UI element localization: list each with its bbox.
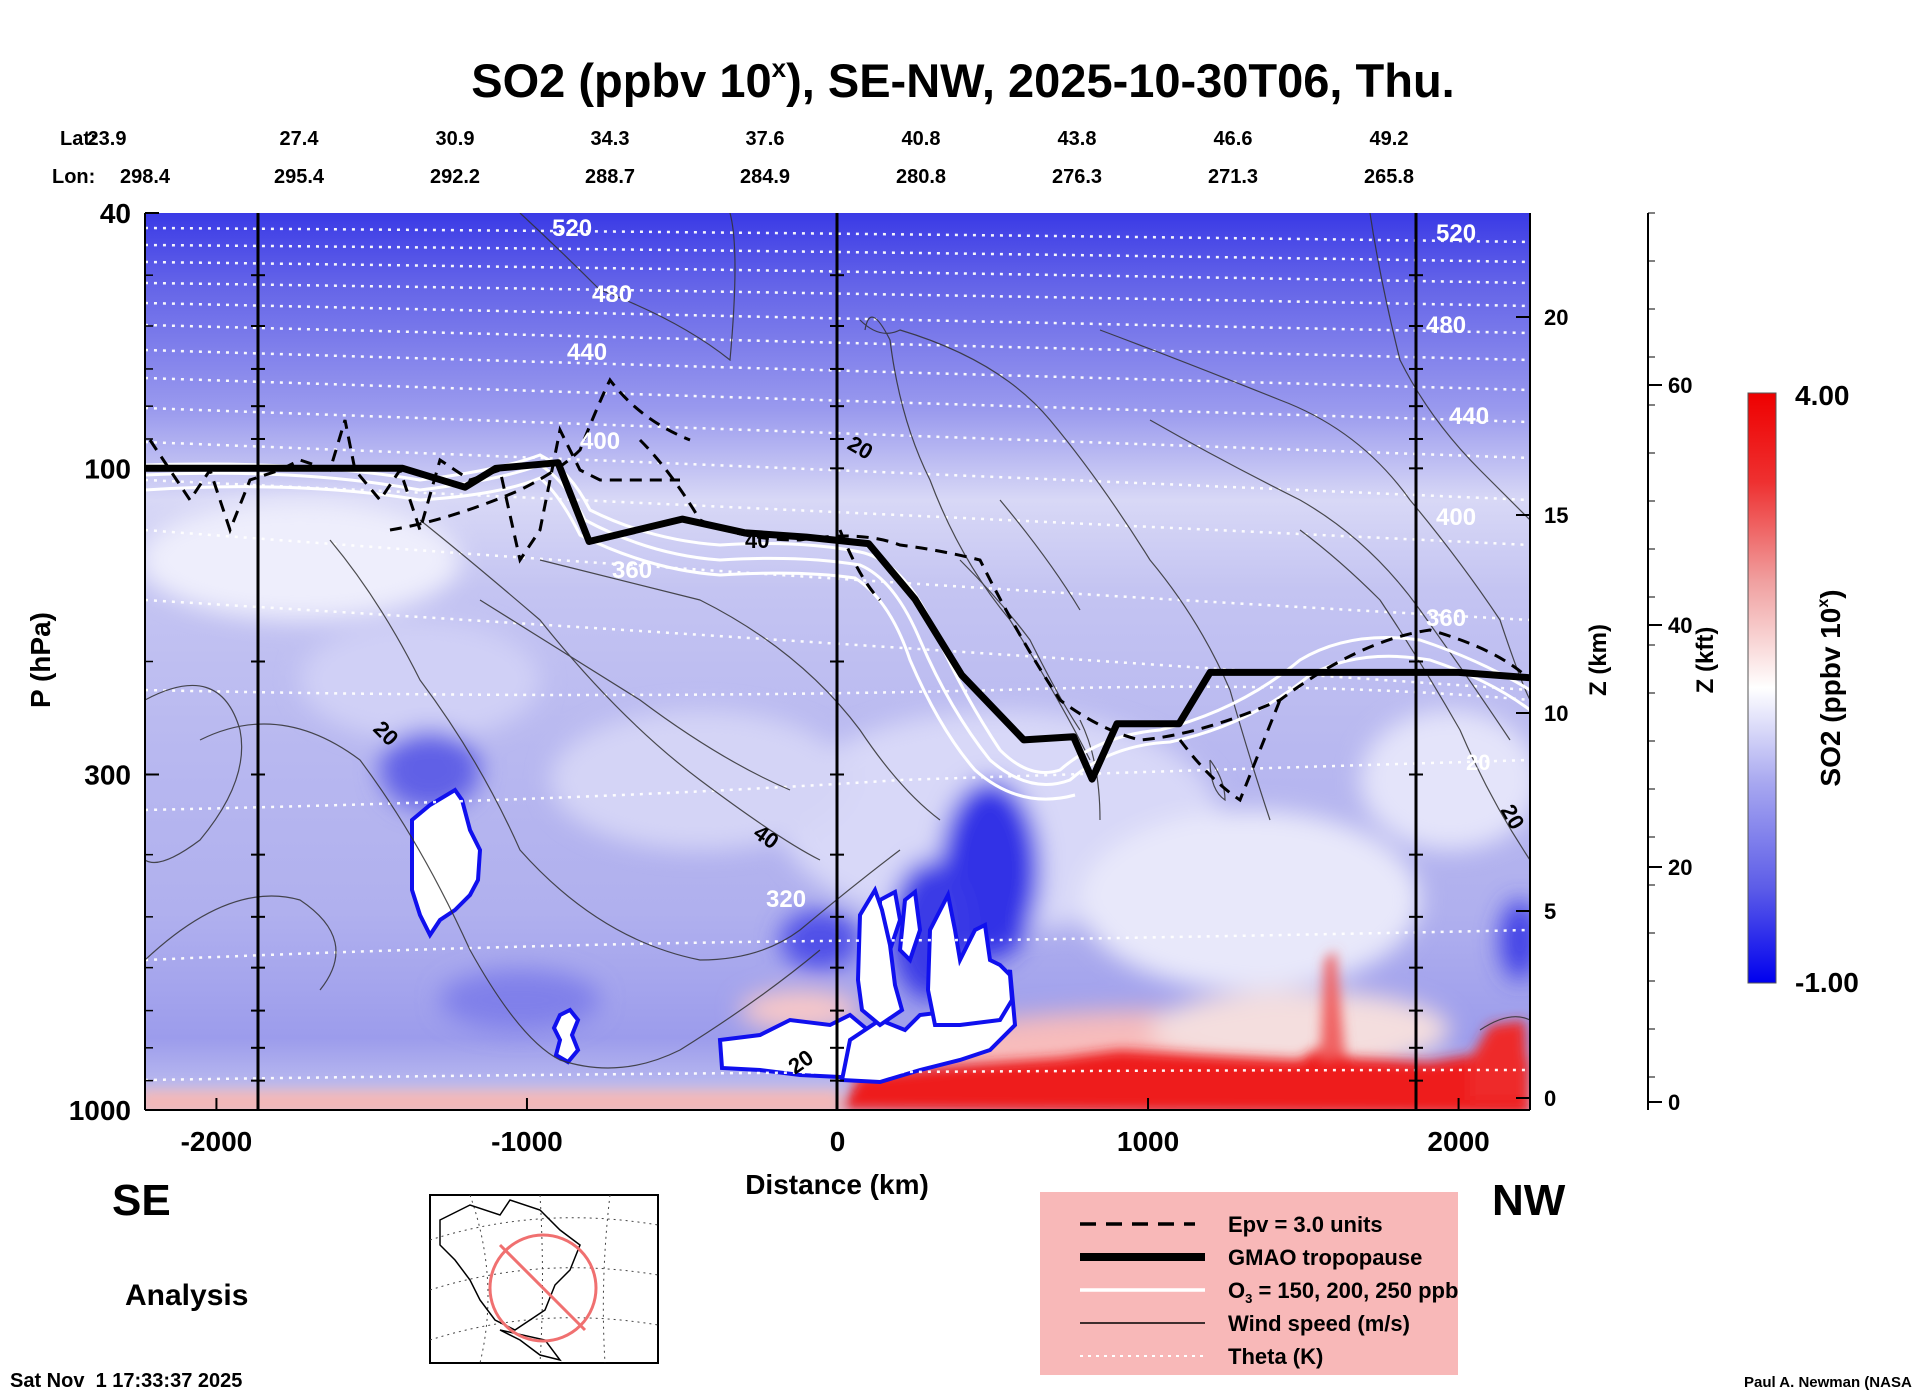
lat-value: 43.8 xyxy=(1058,128,1097,150)
y-axis: 40 100 300 1000 xyxy=(69,198,159,1126)
nw-label: NW xyxy=(1492,1176,1566,1225)
lat-value: 23.9 xyxy=(88,128,127,150)
lon-value: 271.3 xyxy=(1208,166,1258,188)
theta-label: 520 xyxy=(1436,220,1476,247)
z-km-tick-label: 10 xyxy=(1544,701,1568,726)
timestamp: Sat Nov 1 17:33:37 2025 xyxy=(10,1370,242,1392)
continent-outline xyxy=(439,1199,581,1362)
lon-value: 284.9 xyxy=(740,166,790,188)
colorbar-max: 4.00 xyxy=(1795,380,1850,411)
lat-value: 40.8 xyxy=(902,128,941,150)
inset-domain-circle xyxy=(488,1233,598,1343)
lat-value: 49.2 xyxy=(1370,128,1409,150)
lon-value: 298.4 xyxy=(120,166,171,188)
theta-label: 480 xyxy=(1426,312,1466,339)
z-kft-axis: 60 40 20 0 xyxy=(1647,212,1692,1115)
lon-value: 295.4 xyxy=(274,166,325,188)
legend-wind: Wind speed (m/s) xyxy=(1228,1311,1410,1336)
lon-label: Lon: xyxy=(52,166,95,188)
legend-epv: Epv = 3.0 units xyxy=(1228,1212,1383,1237)
legend: Epv = 3.0 units GMAO tropopause O3 = 150… xyxy=(1040,1192,1458,1375)
lat-value: 30.9 xyxy=(436,128,475,150)
inset-map xyxy=(429,1194,659,1364)
x-axis: -2000 -1000 0 1000 2000 xyxy=(181,1098,1490,1157)
legend-tropopause: GMAO tropopause xyxy=(1228,1245,1422,1270)
colorbar-label: SO2 (ppbv 10x) xyxy=(1815,589,1846,786)
lon-value: 292.2 xyxy=(430,166,480,188)
theta-label: 400 xyxy=(1436,504,1476,531)
lat-value: 34.3 xyxy=(591,128,630,150)
theta-label: 520 xyxy=(552,215,592,242)
y-tick-label: 1000 xyxy=(69,1095,131,1126)
theta-label: 360 xyxy=(1426,605,1466,632)
lat-value: 27.4 xyxy=(280,128,320,150)
z-kft-tick-label: 40 xyxy=(1668,613,1692,638)
theta-label: 440 xyxy=(1449,403,1489,430)
z-km-label: Z (km) xyxy=(1585,624,1612,696)
x-tick-label: 0 xyxy=(830,1126,846,1157)
analysis-label: Analysis xyxy=(125,1279,248,1312)
x-tick-label: 1000 xyxy=(1117,1126,1179,1157)
lat-lon-header: 23.9 27.4 30.9 34.3 37.6 40.8 43.8 46.6 49.2 298.… xyxy=(88,128,1415,188)
z-kft-tick-label: 20 xyxy=(1668,855,1692,880)
legend-theta: Theta (K) xyxy=(1228,1344,1323,1369)
tropopause-line xyxy=(145,459,1530,783)
theta-label: 480 xyxy=(592,281,632,308)
y-axis-label: P (hPa) xyxy=(25,612,56,708)
gmao-tropopause xyxy=(145,459,1530,783)
theta-label: 360 xyxy=(612,557,652,584)
x-tick-label: -2000 xyxy=(181,1126,253,1157)
theta-label: 440 xyxy=(567,339,607,366)
lon-value: 288.7 xyxy=(585,166,635,188)
z-km-tick-label: 0 xyxy=(1544,1086,1556,1111)
lat-value: 46.6 xyxy=(1214,128,1253,150)
legend-ozone: O3 = 150, 200, 250 ppb xyxy=(1228,1278,1458,1306)
z-kft-tick-label: 0 xyxy=(1668,1090,1680,1115)
z-kft-tick-label: 60 xyxy=(1668,373,1692,398)
y-tick-label: 100 xyxy=(84,453,131,484)
inset-section-line xyxy=(498,1243,587,1332)
x-tick-label: 2000 xyxy=(1427,1126,1489,1157)
x-axis-label: Distance (km) xyxy=(745,1169,929,1200)
y-tick-label: 300 xyxy=(84,759,131,790)
x-tick-label: -1000 xyxy=(491,1126,563,1157)
contour-labels: 520 480 440 400 360 320 520 480 440 400 … xyxy=(368,215,1529,1079)
z-km-tick-label: 5 xyxy=(1544,899,1556,924)
lon-value: 276.3 xyxy=(1052,166,1102,188)
z-km-axis: 20 15 10 5 0 xyxy=(1516,305,1568,1111)
chart-title: SO2 (ppbv 10x), SE-NW, 2025-10-30T06, Th… xyxy=(471,53,1454,107)
colorbar-min: -1.00 xyxy=(1795,967,1859,998)
wind-label: 40 xyxy=(745,528,769,553)
z-kft-label: Z (kft) xyxy=(1692,627,1719,694)
reference-ticks xyxy=(251,274,1423,1082)
lat-value: 37.6 xyxy=(746,128,785,150)
lat-label: Lat: xyxy=(60,128,97,150)
heatmap-field xyxy=(145,213,1530,1110)
theta-label: 400 xyxy=(580,428,620,455)
wind-label: 20 xyxy=(1466,750,1490,775)
z-km-tick-label: 20 xyxy=(1544,305,1568,330)
lon-value: 265.8 xyxy=(1364,166,1414,188)
se-label: SE xyxy=(112,1176,171,1225)
credit: Paul A. Newman (NASA xyxy=(1744,1374,1912,1391)
theta-label: 320 xyxy=(766,886,806,913)
y-tick-label: 40 xyxy=(100,198,131,229)
z-km-tick-label: 15 xyxy=(1544,503,1568,528)
lon-value: 280.8 xyxy=(896,166,946,188)
colorbar: 4.00 -1.00 SO2 (ppbv 10x) xyxy=(1747,380,1859,998)
